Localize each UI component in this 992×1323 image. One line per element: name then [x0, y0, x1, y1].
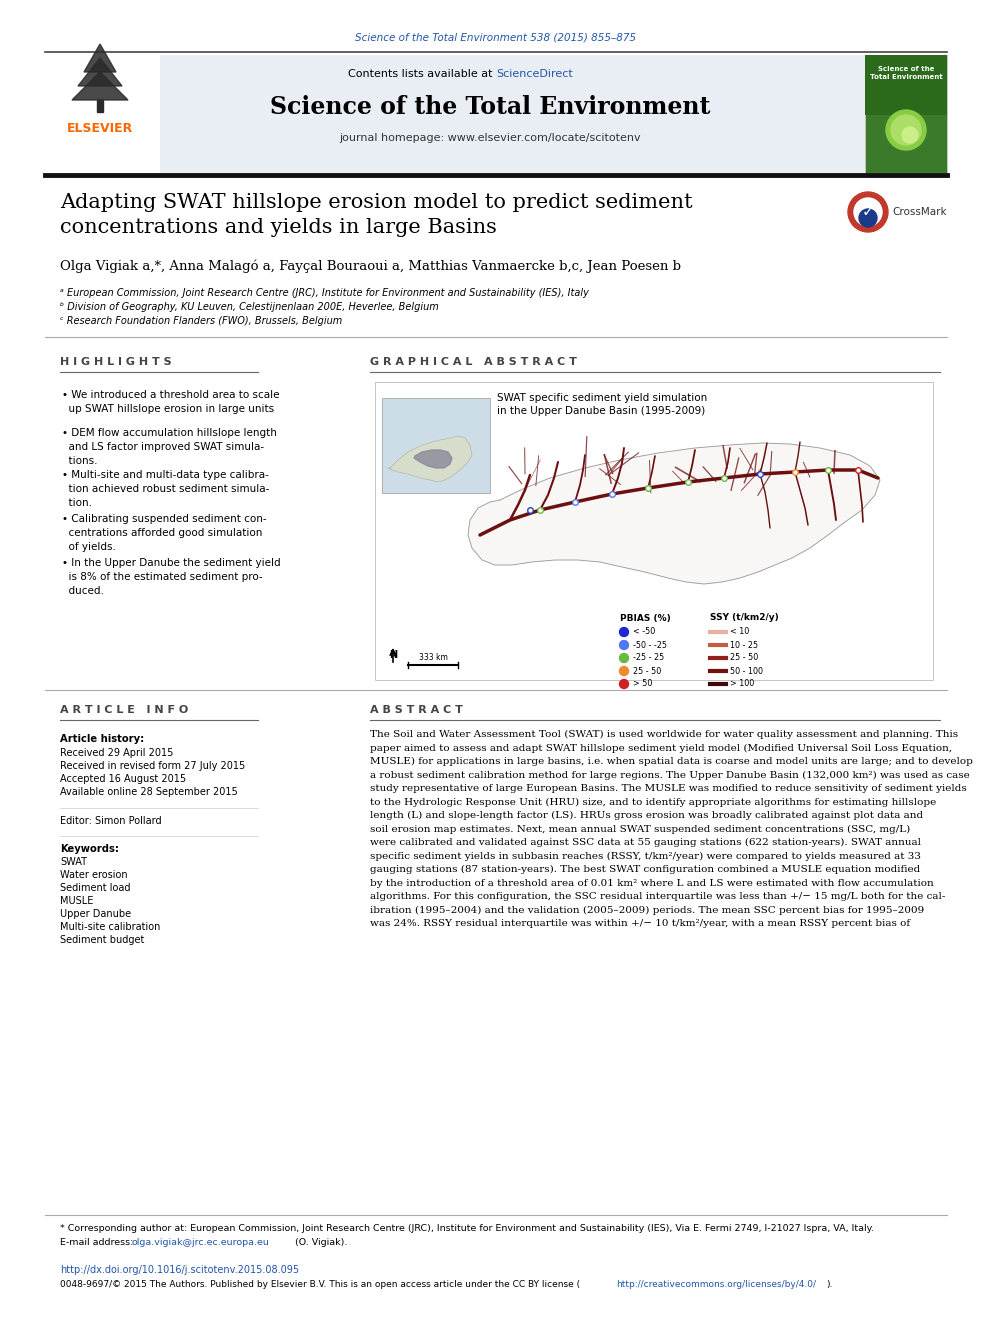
Text: PBIAS (%): PBIAS (%)	[620, 614, 671, 623]
Text: olga.vigiak@jrc.ec.europa.eu: olga.vigiak@jrc.ec.europa.eu	[132, 1238, 270, 1248]
Polygon shape	[414, 450, 452, 468]
Text: were calibrated and validated against SSC data at 55 gauging stations (622 stati: were calibrated and validated against SS…	[370, 837, 921, 847]
Text: Editor: Simon Pollard: Editor: Simon Pollard	[60, 816, 162, 826]
Text: -50 - -25: -50 - -25	[633, 640, 667, 650]
Polygon shape	[388, 437, 472, 482]
Text: length (L) and slope-length factor (LS). HRUs gross erosion was broadly calibrat: length (L) and slope-length factor (LS).…	[370, 811, 924, 820]
Text: Water erosion: Water erosion	[60, 871, 128, 880]
Circle shape	[891, 115, 921, 146]
Text: ✓: ✓	[862, 205, 874, 220]
Polygon shape	[84, 44, 116, 71]
Text: Science of the Total Environment 538 (2015) 855–875: Science of the Total Environment 538 (20…	[355, 33, 637, 44]
Text: A B S T R A C T: A B S T R A C T	[370, 705, 463, 714]
Circle shape	[854, 198, 882, 226]
Text: http://creativecommons.org/licenses/by/4.0/: http://creativecommons.org/licenses/by/4…	[616, 1279, 816, 1289]
Polygon shape	[78, 58, 122, 86]
Circle shape	[619, 640, 629, 650]
Text: Adapting SWAT hillslope erosion model to predict sediment
concentrations and yie: Adapting SWAT hillslope erosion model to…	[60, 193, 692, 237]
Circle shape	[619, 680, 629, 688]
Text: Multi-site calibration: Multi-site calibration	[60, 922, 161, 931]
FancyBboxPatch shape	[865, 56, 947, 173]
Text: CrossMark: CrossMark	[892, 206, 946, 217]
Text: Available online 28 September 2015: Available online 28 September 2015	[60, 787, 238, 796]
Text: by the introduction of a threshold area of 0.01 km² where L and LS were estimate: by the introduction of a threshold area …	[370, 878, 933, 888]
Text: G R A P H I C A L   A B S T R A C T: G R A P H I C A L A B S T R A C T	[370, 357, 577, 366]
FancyBboxPatch shape	[382, 398, 490, 493]
Text: study representative of large European Basins. The MUSLE was modified to reduce : study representative of large European B…	[370, 785, 967, 792]
Circle shape	[619, 654, 629, 663]
Circle shape	[902, 127, 918, 143]
Text: ScienceDirect: ScienceDirect	[496, 69, 572, 79]
Text: Sediment budget: Sediment budget	[60, 935, 145, 945]
Text: The Soil and Water Assessment Tool (SWAT) is used worldwide for water quality as: The Soil and Water Assessment Tool (SWAT…	[370, 730, 958, 740]
Circle shape	[859, 209, 877, 228]
Text: paper aimed to assess and adapt SWAT hillslope sediment yield model (Modified Un: paper aimed to assess and adapt SWAT hil…	[370, 744, 952, 753]
Text: E-mail address:: E-mail address:	[60, 1238, 136, 1248]
Polygon shape	[468, 443, 880, 583]
FancyBboxPatch shape	[375, 382, 933, 680]
Text: a robust sediment calibration method for large regions. The Upper Danube Basin (: a robust sediment calibration method for…	[370, 770, 970, 779]
Text: N: N	[389, 650, 397, 660]
Text: Keywords:: Keywords:	[60, 844, 119, 855]
Text: ᵇ Division of Geography, KU Leuven, Celestijnenlaan 200E, Heverlee, Belgium: ᵇ Division of Geography, KU Leuven, Cele…	[60, 302, 438, 312]
Text: 10 - 25: 10 - 25	[730, 640, 758, 650]
Text: Accepted 16 August 2015: Accepted 16 August 2015	[60, 774, 186, 785]
Text: 25 - 50: 25 - 50	[633, 667, 662, 676]
Circle shape	[619, 627, 629, 636]
Text: specific sediment yields in subbasin reaches (RSSY, t/km²/year) were compared to: specific sediment yields in subbasin rea…	[370, 852, 921, 861]
Text: Sediment load: Sediment load	[60, 882, 131, 893]
Text: ᵃ European Commission, Joint Research Centre (JRC), Institute for Environment an: ᵃ European Commission, Joint Research Ce…	[60, 288, 589, 298]
Text: 333 km: 333 km	[419, 654, 447, 663]
Polygon shape	[72, 71, 128, 101]
Text: ELSEVIER: ELSEVIER	[66, 122, 133, 135]
Text: SSY (t/km2/y): SSY (t/km2/y)	[710, 614, 779, 623]
Circle shape	[619, 667, 629, 676]
Text: -25 - 25: -25 - 25	[633, 654, 665, 663]
Text: (O. Vigiak).: (O. Vigiak).	[292, 1238, 347, 1248]
Text: < -50: < -50	[633, 627, 656, 636]
FancyBboxPatch shape	[45, 56, 160, 173]
Text: * Corresponding author at: European Commission, Joint Research Centre (JRC), Ins: * Corresponding author at: European Comm…	[60, 1224, 874, 1233]
Text: 0048-9697/© 2015 The Authors. Published by Elsevier B.V. This is an open access : 0048-9697/© 2015 The Authors. Published …	[60, 1279, 580, 1289]
Text: SWAT specific sediment yield simulation
in the Upper Danube Basin (1995-2009): SWAT specific sediment yield simulation …	[497, 393, 707, 417]
Text: Upper Danube: Upper Danube	[60, 909, 131, 919]
Text: http://dx.doi.org/10.1016/j.scitotenv.2015.08.095: http://dx.doi.org/10.1016/j.scitotenv.20…	[60, 1265, 300, 1275]
Text: to the Hydrologic Response Unit (HRU) size, and to identify appropriate algorith: to the Hydrologic Response Unit (HRU) si…	[370, 798, 936, 807]
Text: Science of the
Total Environment: Science of the Total Environment	[870, 66, 942, 79]
Text: SWAT: SWAT	[60, 857, 87, 867]
Text: Article history:: Article history:	[60, 734, 144, 744]
Text: • Multi-site and multi-data type calibra-
  tion achieved robust sediment simula: • Multi-site and multi-data type calibra…	[62, 470, 270, 508]
Text: Science of the Total Environment: Science of the Total Environment	[270, 95, 710, 119]
Text: • We introduced a threshold area to scale
  up SWAT hillslope erosion in large u: • We introduced a threshold area to scal…	[62, 390, 280, 414]
Polygon shape	[97, 101, 103, 112]
Text: Contents lists available at: Contents lists available at	[348, 69, 496, 79]
Text: Received 29 April 2015: Received 29 April 2015	[60, 747, 174, 758]
Text: MUSLE) for applications in large basins, i.e. when spatial data is coarse and mo: MUSLE) for applications in large basins,…	[370, 757, 973, 766]
Text: journal homepage: www.elsevier.com/locate/scitotenv: journal homepage: www.elsevier.com/locat…	[339, 134, 641, 143]
Text: A R T I C L E   I N F O: A R T I C L E I N F O	[60, 705, 188, 714]
Text: Olga Vigiak a,*, Anna Malagó a, Fayçal Bouraoui a, Matthias Vanmaercke b,c, Jean: Olga Vigiak a,*, Anna Malagó a, Fayçal B…	[60, 259, 681, 273]
Text: gauging stations (87 station-years). The best SWAT configuration combined a MUSL: gauging stations (87 station-years). The…	[370, 865, 921, 875]
Text: soil erosion map estimates. Next, mean annual SWAT suspended sediment concentrat: soil erosion map estimates. Next, mean a…	[370, 824, 911, 833]
Text: 50 - 100: 50 - 100	[730, 667, 763, 676]
Text: ᶜ Research Foundation Flanders (FWO), Brussels, Belgium: ᶜ Research Foundation Flanders (FWO), Br…	[60, 316, 342, 325]
Text: Received in revised form 27 July 2015: Received in revised form 27 July 2015	[60, 761, 245, 771]
Text: < 10: < 10	[730, 627, 749, 636]
Text: > 100: > 100	[730, 680, 754, 688]
Text: • DEM flow accumulation hillslope length
  and LS factor improved SWAT simula-
 : • DEM flow accumulation hillslope length…	[62, 429, 277, 466]
FancyBboxPatch shape	[865, 56, 947, 115]
Text: > 50: > 50	[633, 680, 653, 688]
Text: • Calibrating suspended sediment con-
  centrations afforded good simulation
  o: • Calibrating suspended sediment con- ce…	[62, 515, 267, 552]
Circle shape	[848, 192, 888, 232]
Text: was 24%. RSSY residual interquartile was within +/− 10 t/km²/year, with a mean R: was 24%. RSSY residual interquartile was…	[370, 919, 910, 927]
Text: H I G H L I G H T S: H I G H L I G H T S	[60, 357, 172, 366]
Circle shape	[886, 110, 926, 149]
Text: ).: ).	[826, 1279, 832, 1289]
Text: • In the Upper Danube the sediment yield
  is 8% of the estimated sediment pro-
: • In the Upper Danube the sediment yield…	[62, 558, 281, 595]
FancyBboxPatch shape	[45, 56, 865, 173]
Text: MUSLE: MUSLE	[60, 896, 93, 906]
Text: 25 - 50: 25 - 50	[730, 654, 758, 663]
Text: algorithms. For this configuration, the SSC residual interquartile was less than: algorithms. For this configuration, the …	[370, 892, 945, 901]
Text: ibration (1995–2004) and the validation (2005–2009) periods. The mean SSC percen: ibration (1995–2004) and the validation …	[370, 905, 925, 914]
